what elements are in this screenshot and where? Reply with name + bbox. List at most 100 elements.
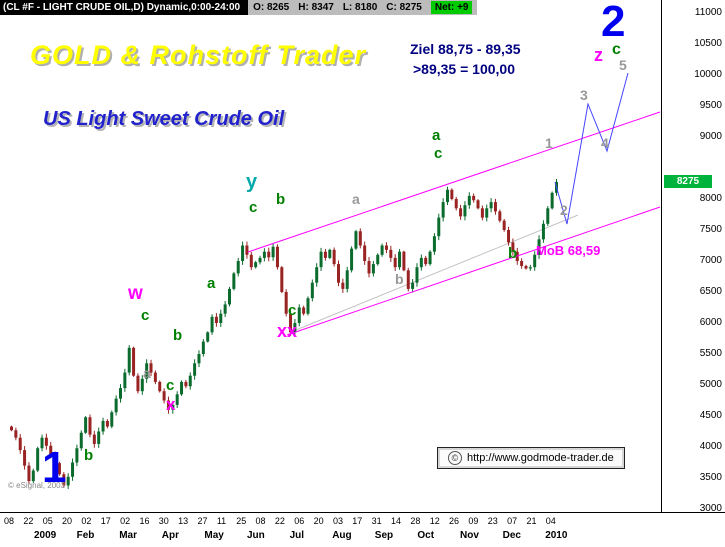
wave-c-label: c: [249, 199, 258, 216]
month-tick-labels: 2009 Feb Mar Apr May Jun Jul Aug Sep Oct Nov Dec 201…: [0, 530, 725, 544]
wave-c-label: c: [288, 302, 297, 319]
candle-body: [110, 412, 114, 427]
website-url: http://www.godmode-trader.de: [467, 452, 614, 464]
candle-body: [132, 347, 136, 376]
candle-body: [275, 246, 279, 268]
candle-body: [136, 375, 140, 392]
price-tick-label: 4000: [699, 441, 722, 452]
candle-body: [197, 354, 201, 364]
candle-body: [267, 251, 271, 258]
candle-body: [284, 292, 288, 314]
candle-body: [27, 465, 31, 482]
day-tick-label: 31: [371, 516, 382, 526]
month-tick-label: Jun: [247, 530, 265, 541]
day-tick-label: 22: [274, 516, 285, 526]
candle-body: [36, 448, 40, 471]
wave-a-label: a: [432, 127, 441, 144]
price-tick-label: 6500: [699, 286, 722, 297]
day-tick-label: 30: [158, 516, 169, 526]
candle-body: [393, 257, 397, 268]
wave-projection-line: [554, 72, 629, 225]
candle-body: [450, 189, 454, 199]
candle-body: [140, 378, 144, 392]
candle-body: [162, 391, 166, 401]
candle-body: [23, 450, 27, 466]
candle-body: [323, 251, 327, 258]
wave-a-gray-label: a: [352, 191, 360, 207]
candle-body: [371, 264, 375, 274]
candle-body: [328, 249, 332, 258]
candle-body: [254, 262, 258, 268]
godmode-trader-link[interactable]: © http://www.godmode-trader.de: [437, 447, 625, 469]
candle-body: [541, 223, 545, 240]
candle-body: [18, 437, 22, 451]
wave-c-label: c: [434, 145, 443, 162]
wave-1-label: 1: [42, 443, 67, 492]
day-tick-label: 09: [468, 516, 479, 526]
price-axis[interactable]: 11000 10500 10000 9500 9000 8000 7500 7000 6500 6…: [661, 0, 725, 514]
candle-body: [241, 245, 245, 261]
month-tick-label: Nov: [460, 530, 479, 541]
channel-lower-line: [286, 206, 661, 336]
candle-body: [232, 273, 236, 289]
mob-level-text: MoB 68,59: [536, 243, 601, 258]
day-tick-label: 06: [294, 516, 305, 526]
candle-body: [363, 245, 367, 261]
candle-body: [358, 231, 362, 246]
candle-body: [228, 288, 231, 305]
candle-body: [289, 313, 293, 333]
wave-b-label: b: [84, 447, 94, 464]
candle-body: [380, 245, 384, 255]
day-tick-label: 20: [62, 516, 73, 526]
target-text-line1: Ziel 88,75 - 89,35: [410, 41, 521, 57]
candle-body: [367, 261, 371, 274]
chart-plot-area[interactable]: 1 b a c x w c b a y c b c xx a b a c b 1 2 3 4 z c 5 2 Ziel 88,75 -…: [0, 0, 661, 512]
candle-body: [406, 270, 410, 289]
candle-body: [88, 417, 92, 435]
day-tick-labels: 08 22 05 20 02 17 02 16 30 13 27 11 25 08 22 06 20 03 17 31…: [0, 516, 725, 528]
candle-body: [249, 254, 253, 268]
day-tick-label: 17: [352, 516, 363, 526]
candle-body: [476, 200, 480, 209]
day-tick-label: 26: [449, 516, 460, 526]
candle-body: [193, 363, 197, 376]
candle-body: [302, 307, 306, 314]
candle-body: [10, 426, 13, 431]
day-tick-label: 05: [42, 516, 53, 526]
candle-body: [214, 316, 218, 323]
candle-body: [97, 431, 101, 444]
candle-body: [533, 254, 537, 268]
candle-body: [158, 381, 162, 392]
copyright-icon: ©: [448, 451, 462, 465]
candle-body: [402, 251, 406, 271]
wave-a-label: a: [207, 275, 216, 292]
candle-body: [315, 267, 319, 283]
quote-low: L: 8180: [342, 2, 378, 13]
candle-body: [341, 282, 345, 289]
price-tick-label: 3000: [699, 503, 722, 514]
month-tick-label: Oct: [417, 530, 435, 541]
wave-b-label: b: [173, 327, 183, 344]
candle-body: [119, 388, 122, 399]
wave-b-label: b: [508, 245, 518, 262]
time-axis[interactable]: 08 22 05 20 02 17 02 16 30 13 27 11 25 08 22 06 20 03 17 31…: [0, 512, 725, 547]
wave-2-big-label: 2: [601, 0, 626, 46]
day-tick-label: 14: [391, 516, 402, 526]
candle-body: [79, 432, 83, 449]
candle-body: [337, 264, 340, 283]
candle-body: [297, 307, 301, 323]
day-tick-label: 27: [197, 516, 208, 526]
day-tick-label: 21: [526, 516, 537, 526]
price-tick-label: 7500: [699, 224, 722, 235]
day-tick-label: 07: [507, 516, 518, 526]
day-tick-label: 02: [81, 516, 92, 526]
candle-body: [319, 251, 323, 268]
day-tick-label: 12: [429, 516, 440, 526]
day-tick-label: 02: [120, 516, 131, 526]
candle-body: [437, 217, 441, 237]
candle-body: [398, 251, 402, 268]
candle-body: [49, 445, 53, 455]
price-tick-label: 9000: [699, 131, 722, 142]
candle-body: [550, 192, 554, 209]
